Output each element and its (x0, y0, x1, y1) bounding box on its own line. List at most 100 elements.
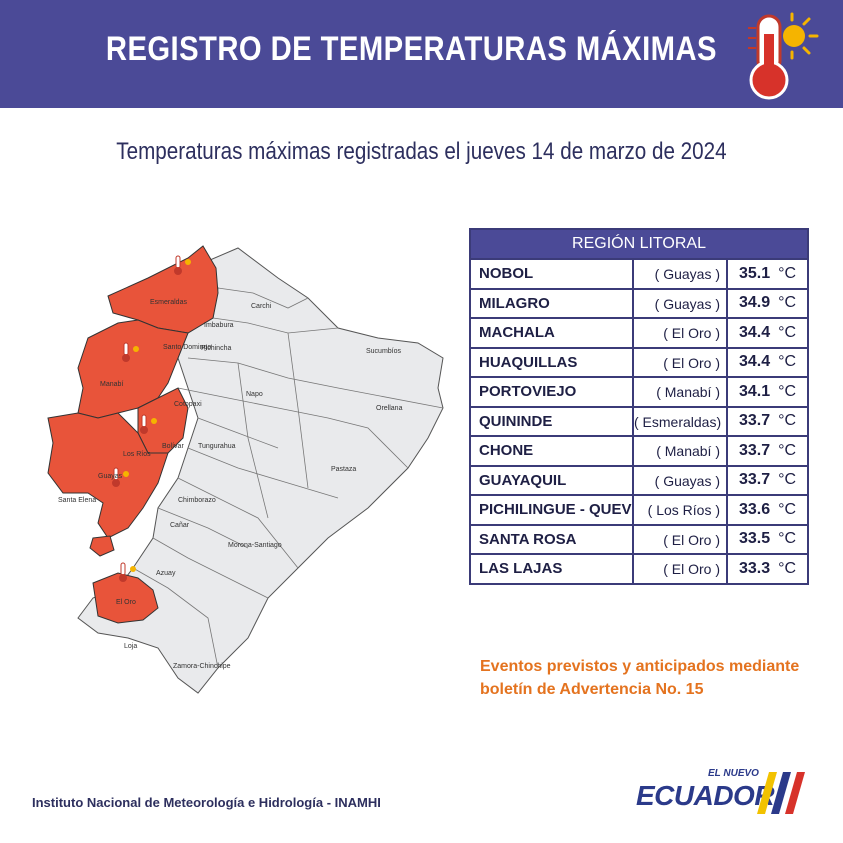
temperature-unit: °C (778, 441, 797, 459)
table-row: NOBOL( Guayas ) 35.1 °C (471, 258, 807, 288)
table-row: SANTA ROSA( El Oro ) 33.5 °C (471, 523, 807, 553)
station-name: LAS LAJAS (471, 555, 634, 583)
thermometer-sun-icon (748, 12, 819, 100)
table-row: LAS LAJAS( El Oro ) 33.3 °C (471, 553, 807, 583)
temperature-unit: °C (778, 471, 797, 489)
table-row: MACHALA( El Oro ) 34.4 °C (471, 317, 807, 347)
temperature-unit: °C (778, 264, 797, 282)
temperature-value: 35.1 (738, 264, 771, 282)
map-label: Cañar (170, 522, 190, 529)
temperature-value: 34.1 (738, 382, 771, 400)
map-label: Tungurahua (198, 443, 236, 450)
map-label: Manabí (100, 381, 123, 388)
map-label: Guayas (98, 473, 123, 480)
station-province: ( Manabí ) (634, 437, 728, 465)
map-label: Pastaza (331, 466, 356, 473)
station-province: ( Guayas ) (634, 466, 728, 494)
temperature-value: 33.7 (738, 471, 771, 489)
station-name: NOBOL (471, 260, 634, 288)
station-province: ( Manabí ) (634, 378, 728, 406)
station-province: ( Guayas ) (634, 289, 728, 317)
temperature-unit: °C (778, 530, 797, 548)
temperature-value: 34.4 (738, 323, 771, 341)
footer-institution: Instituto Nacional de Meteorología e Hid… (32, 795, 381, 810)
station-temperature: 34.4 °C (728, 348, 807, 376)
table-row: MILAGRO( Guayas ) 34.9 °C (471, 287, 807, 317)
station-province: ( Guayas ) (634, 260, 728, 288)
temperature-unit: °C (778, 500, 797, 518)
station-temperature: 33.7 °C (728, 437, 807, 465)
flag-stripes-icon (757, 772, 805, 814)
map-label: Orellana (376, 405, 403, 412)
temperature-value: 33.6 (738, 500, 771, 518)
map-label: Santo Domingo (163, 344, 211, 351)
temperature-table: REGIÓN LITORAL NOBOL( Guayas ) 35.1 °C MILA… (469, 228, 809, 585)
map-label: Azuay (156, 570, 176, 577)
temperature-value: 33.5 (738, 530, 771, 548)
station-temperature: 33.3 °C (728, 555, 807, 583)
station-temperature: 35.1 °C (728, 260, 807, 288)
map-region-puna-island (89, 535, 115, 557)
station-name: GUAYAQUIL (471, 466, 634, 494)
station-temperature: 33.7 °C (728, 466, 807, 494)
station-temperature: 33.6 °C (728, 496, 807, 524)
temperature-value: 33.3 (738, 559, 771, 577)
map-region-interior (77, 247, 444, 694)
station-name: PORTOVIEJO (471, 378, 634, 406)
temperature-value: 33.7 (738, 412, 771, 430)
station-province: ( El Oro ) (634, 525, 728, 553)
station-province: ( El Oro ) (634, 555, 728, 583)
temperature-unit: °C (778, 294, 797, 312)
station-name: MILAGRO (471, 289, 634, 317)
map-label: El Oro (116, 599, 136, 606)
table-row: QUININDE( Esmeraldas) 33.7 °C (471, 405, 807, 435)
station-temperature: 34.9 °C (728, 289, 807, 317)
station-temperature: 33.7 °C (728, 407, 807, 435)
temperature-value: 34.9 (738, 294, 771, 312)
map-label: Morona-Santiago (228, 542, 282, 549)
map-region-guayas (47, 412, 169, 539)
logo-small-text: EL NUEVO (708, 768, 759, 779)
map-label: Imbabura (204, 322, 234, 329)
warning-note: Eventos previstos y anticipados mediante… (480, 655, 820, 701)
table-row: HUAQUILLAS( El Oro ) 34.4 °C (471, 346, 807, 376)
map-label: Pichincha (201, 345, 231, 352)
temperature-unit: °C (778, 412, 797, 430)
map-label: Esmeraldas (150, 299, 187, 306)
temperature-unit: °C (778, 323, 797, 341)
station-name: PICHILINGUE - QUEVEDO (471, 496, 634, 524)
map-label: Zamora-Chinchipe (173, 663, 231, 670)
page-title: REGISTRO DE TEMPERATURAS MÁXIMAS (105, 30, 717, 68)
map-label: Sucumbíos (366, 348, 402, 355)
station-name: CHONE (471, 437, 634, 465)
station-province: ( Los Ríos ) (634, 496, 728, 524)
station-temperature: 34.4 °C (728, 319, 807, 347)
temperature-unit: °C (778, 353, 797, 371)
station-province: ( El Oro ) (634, 319, 728, 347)
map-label: Napo (246, 391, 263, 398)
warning-note-line2: boletín de Advertencia No. 15 (480, 681, 704, 698)
temperature-value: 34.4 (738, 353, 771, 371)
station-name: MACHALA (471, 319, 634, 347)
temperature-value: 33.7 (738, 441, 771, 459)
station-name: HUAQUILLAS (471, 348, 634, 376)
subtitle: Temperaturas máximas registradas el juev… (116, 138, 727, 165)
station-name: SANTA ROSA (471, 525, 634, 553)
ecuador-map: Esmeraldas Carchi Imbabura Santo Domingo… (47, 245, 444, 694)
station-name: QUININDE (471, 407, 634, 435)
map-label: Los Ríos (123, 451, 151, 458)
temperature-unit: °C (778, 382, 797, 400)
map-label: Bolívar (162, 443, 184, 450)
map-label: Santa Elena (58, 497, 96, 504)
station-province: ( El Oro ) (634, 348, 728, 376)
map-label: Cotopaxi (174, 401, 202, 408)
warning-note-line1: Eventos previstos y anticipados mediante (480, 658, 800, 675)
logo-big-text: ECUADOR (636, 780, 775, 811)
temperature-unit: °C (778, 559, 797, 577)
station-temperature: 33.5 °C (728, 525, 807, 553)
map-label: Chimborazo (178, 497, 216, 504)
table-row: CHONE( Manabí ) 33.7 °C (471, 435, 807, 465)
station-province: ( Esmeraldas) (634, 407, 728, 435)
table-row: PORTOVIEJO( Manabí ) 34.1 °C (471, 376, 807, 406)
table-row: GUAYAQUIL( Guayas ) 33.7 °C (471, 464, 807, 494)
